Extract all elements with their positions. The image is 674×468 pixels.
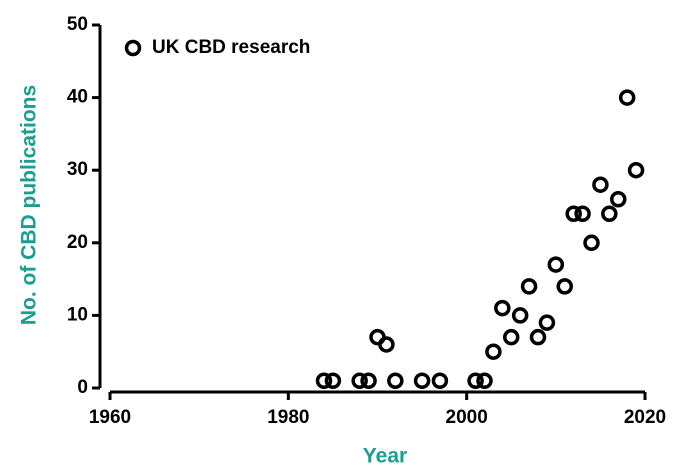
point [556, 278, 573, 295]
x-tick-label: 1980 [267, 407, 309, 428]
y-tick-label: 50 [67, 14, 88, 35]
point [413, 372, 431, 389]
point [618, 89, 636, 106]
legend-marker [124, 39, 142, 57]
point [324, 372, 342, 389]
point [520, 278, 538, 295]
point [378, 336, 395, 353]
point [610, 190, 627, 208]
point [529, 328, 547, 346]
point [538, 314, 556, 331]
y-tick-label: 10 [67, 304, 88, 325]
point [360, 372, 377, 389]
y-tick-label: 0 [77, 377, 88, 398]
x-axis-label: Year [363, 445, 407, 468]
point [467, 372, 484, 389]
point [574, 205, 591, 223]
point [351, 372, 368, 389]
point [476, 372, 493, 389]
point [431, 372, 449, 389]
point [565, 205, 582, 223]
point [627, 161, 645, 179]
y-tick-label: 40 [67, 87, 88, 108]
x-tick-label: 1960 [89, 407, 131, 428]
point [547, 256, 565, 273]
x-tick-label: 2020 [624, 407, 666, 428]
point [485, 343, 502, 360]
x-tick-label: 2000 [446, 407, 488, 428]
y-axis-label: No. of CBD publications [18, 85, 41, 325]
point [494, 299, 511, 317]
point [387, 372, 404, 389]
point [503, 328, 520, 346]
point [601, 205, 618, 223]
point [583, 234, 600, 252]
y-tick-label: 30 [67, 159, 88, 180]
y-tick-label: 20 [67, 232, 88, 253]
legend-label: UK CBD research [152, 37, 310, 58]
point [315, 372, 333, 389]
point [592, 176, 609, 193]
point [511, 307, 529, 324]
